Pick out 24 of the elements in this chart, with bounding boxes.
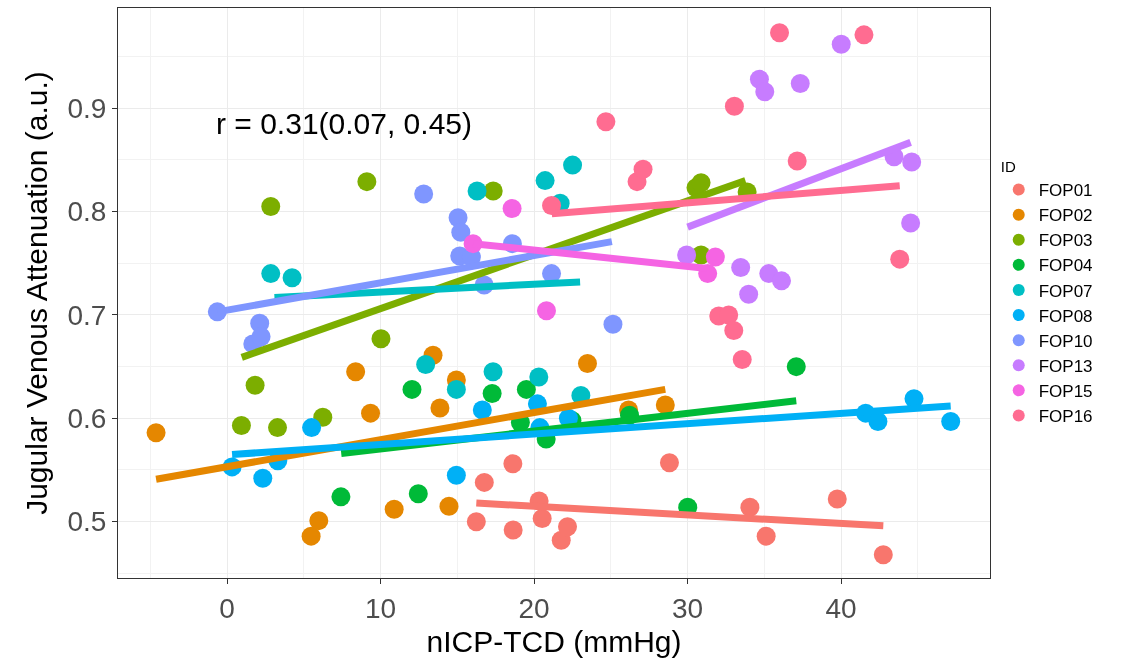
legend-label: FOP15	[1038, 381, 1093, 401]
y-tick-label: 0.5	[67, 506, 107, 538]
x-tick-label: 10	[364, 592, 397, 624]
legend-label: FOP02	[1038, 206, 1093, 226]
annotation: r = 0.31(0.07, 0.45)	[216, 107, 472, 140]
y-tick-label: 0.8	[67, 196, 107, 228]
legend-label: FOP13	[1038, 356, 1093, 376]
y-tick-label: 0.7	[67, 299, 107, 331]
x-axis-title: nICP-TCD (mmHg)	[426, 625, 682, 659]
x-tick-label: 20	[518, 592, 550, 624]
legend-title: ID	[1000, 158, 1016, 175]
legend-label: FOP03	[1038, 231, 1093, 251]
legend-label: FOP16	[1038, 407, 1093, 427]
y-axis-title: Jugular Venous Attenuation (a.u.)	[20, 71, 54, 515]
legend-label: FOP01	[1038, 181, 1093, 201]
legend-label: FOP10	[1038, 331, 1093, 351]
legend-label: FOP07	[1038, 281, 1093, 301]
x-tick-label: 0	[219, 592, 235, 624]
x-tick-label: 30	[671, 592, 704, 624]
legend-label: FOP04	[1038, 256, 1093, 276]
legend-label: FOP08	[1038, 306, 1093, 326]
y-tick-label: 0.9	[67, 93, 107, 125]
y-tick-label: 0.6	[67, 403, 107, 435]
x-tick-label: 40	[825, 592, 857, 624]
